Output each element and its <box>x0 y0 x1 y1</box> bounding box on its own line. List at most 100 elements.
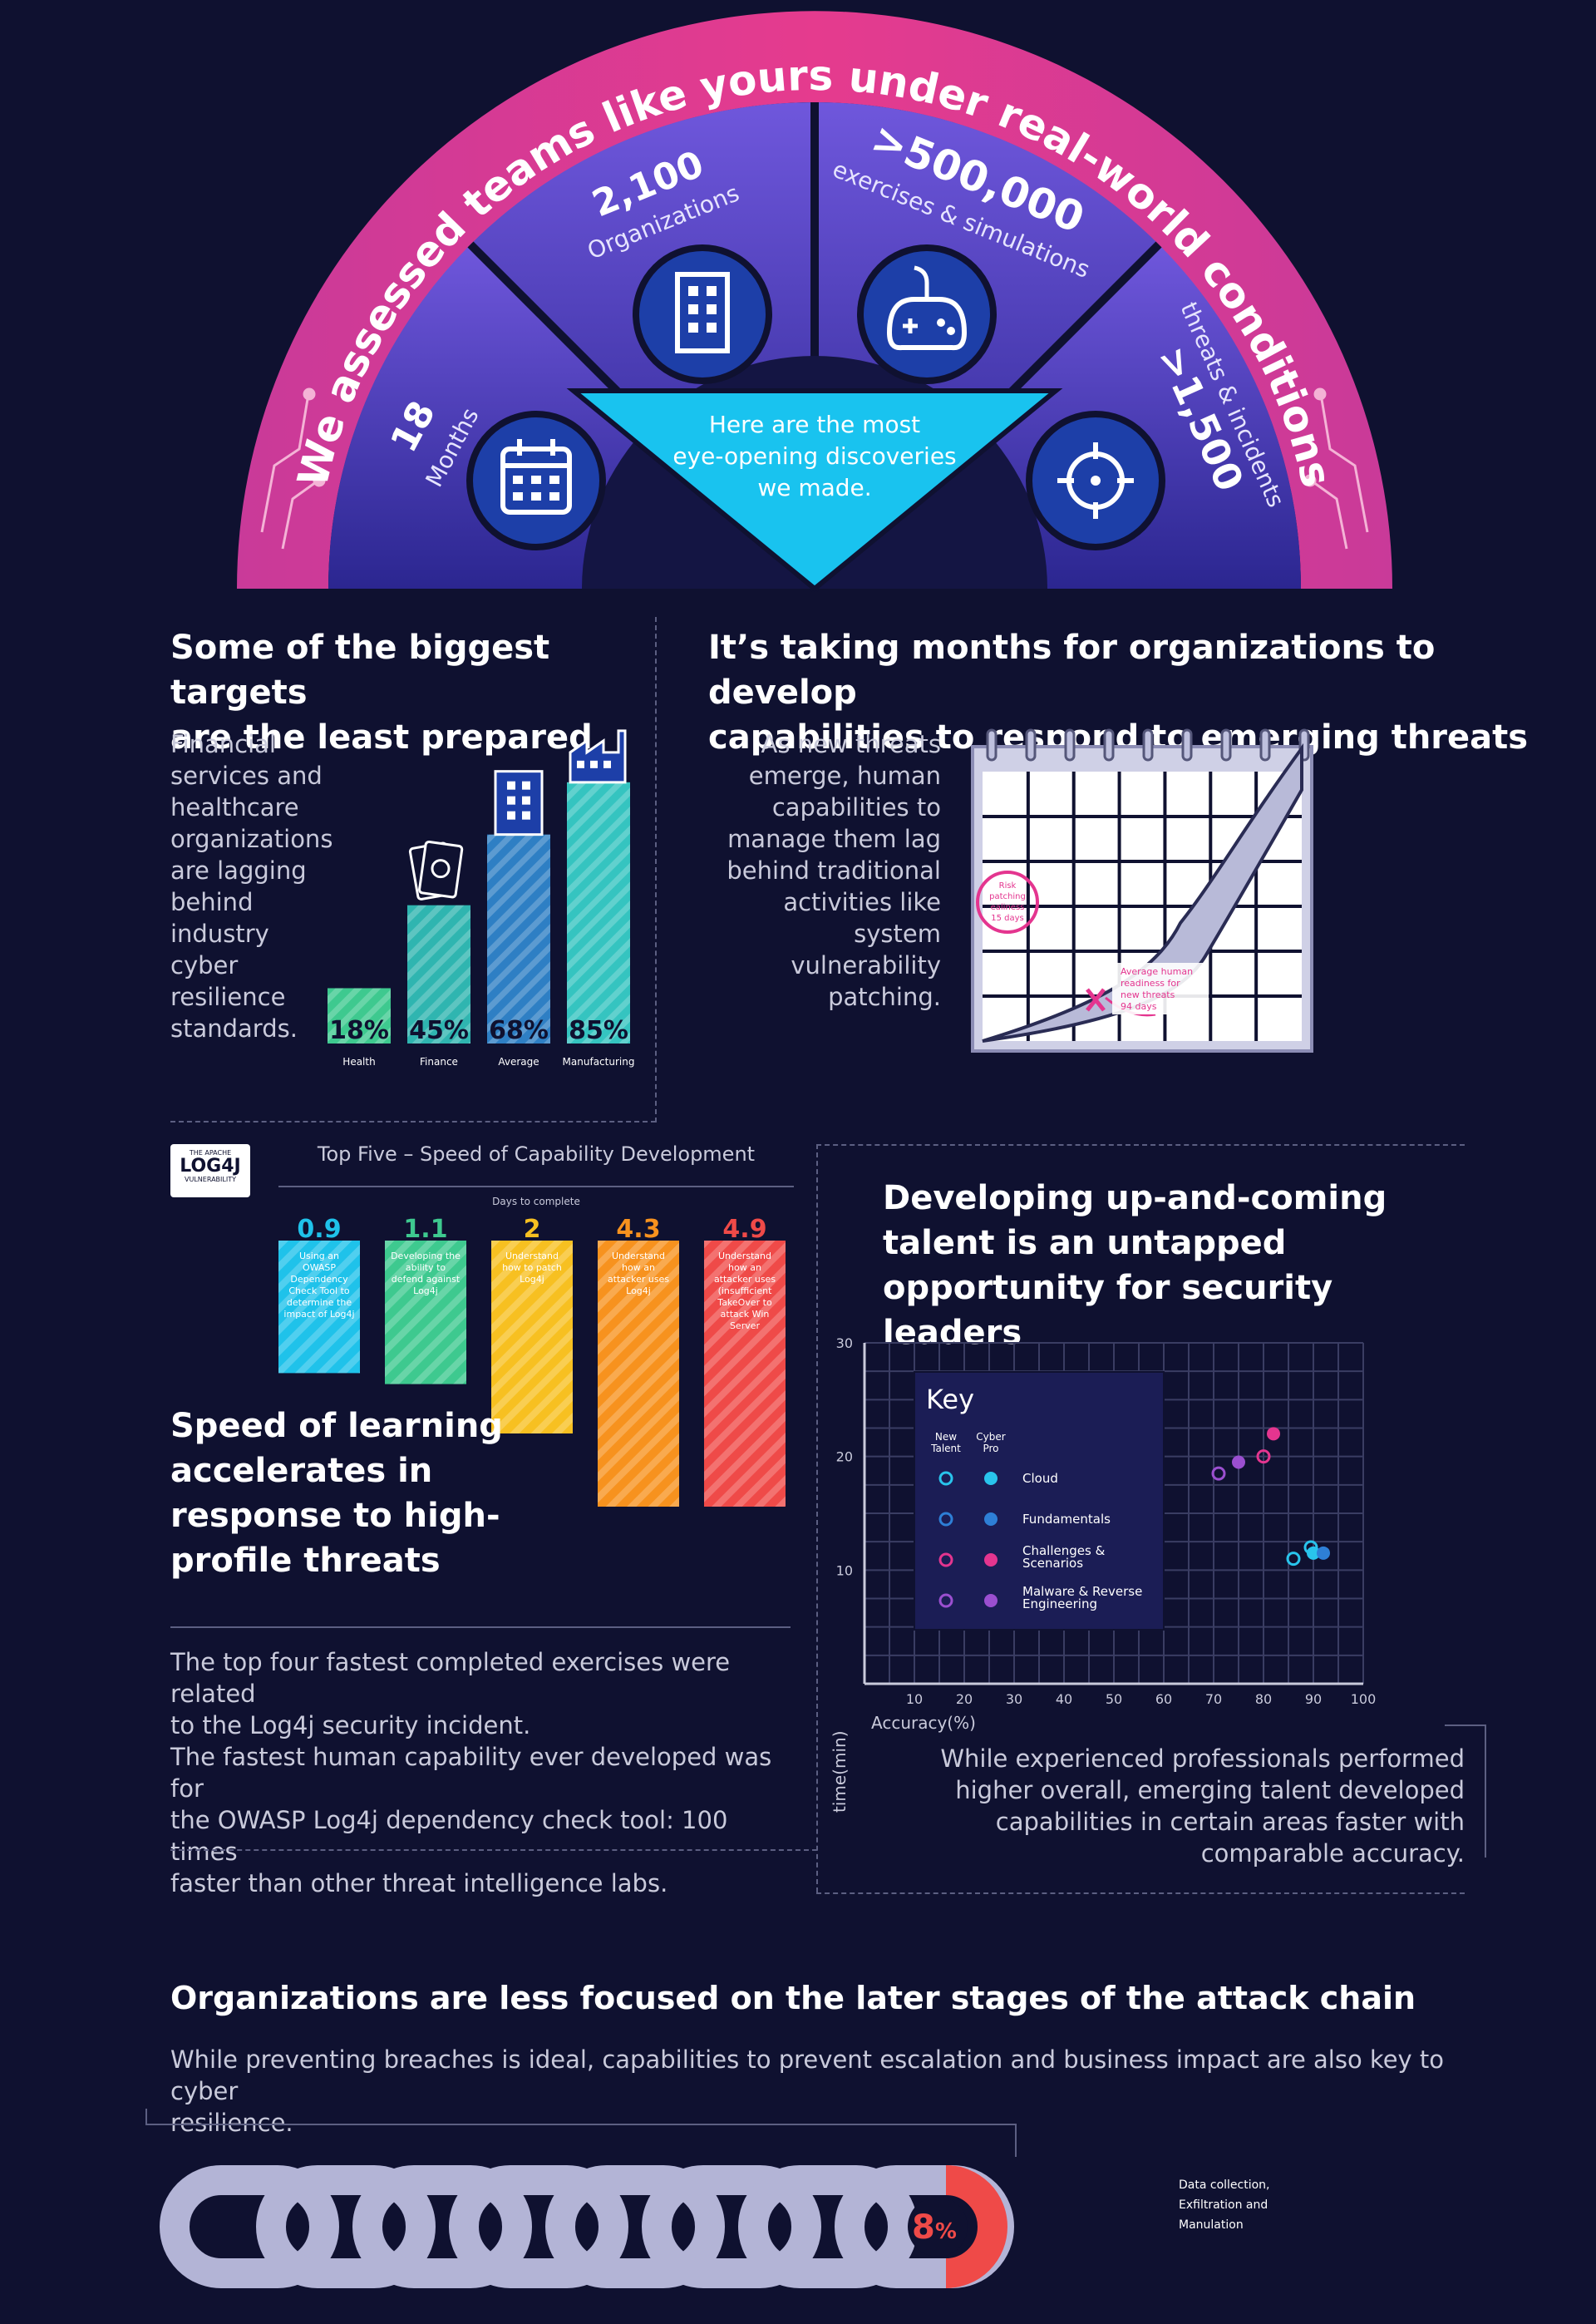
log4j-bar <box>278 1241 360 1374</box>
x-tick-label: 60 <box>1155 1691 1172 1707</box>
gamepad-icon <box>857 244 997 384</box>
desc-line: behind <box>170 888 254 916</box>
caption-line: comparable accuracy. <box>1200 1839 1465 1868</box>
log4j-bar-description: TakeOver to <box>717 1297 772 1308</box>
factory-icon <box>569 729 627 784</box>
money-icon <box>408 840 464 900</box>
desc-line: resilience <box>170 983 286 1011</box>
log4j-heading-line: response to high- <box>170 1497 500 1535</box>
chain-link <box>160 2165 339 2288</box>
x-tick-label: 90 <box>1305 1691 1322 1707</box>
scatter-point <box>1232 1455 1245 1469</box>
desc-line: industry <box>170 920 269 948</box>
body-line: to the Log4j security incident. <box>170 1711 531 1739</box>
bar-value-label: 68% <box>489 1016 549 1045</box>
log4j-bar-description: attacker uses <box>714 1274 776 1285</box>
svg-text:Risk: Risk <box>999 881 1017 891</box>
discoveries-text-2: eye-opening discoveries <box>672 442 956 470</box>
key-item-label: Fundamentals <box>1022 1512 1111 1527</box>
chain-description: While preventing breaches is ideal, capa… <box>170 2044 1500 2139</box>
bar-manufacturing <box>567 782 630 1044</box>
calendar-ring <box>1064 728 1076 762</box>
targets-bar-chart: 18% Health 45% Finance 68% Average 85% Manufact… <box>328 729 635 1068</box>
key-marker-new <box>938 1512 953 1527</box>
months-description: As new threats emerge, human capabilitie… <box>692 728 941 1013</box>
logo-line: THE APACHE <box>189 1149 232 1157</box>
desc-line: resilience. <box>170 2109 293 2137</box>
building-icon <box>633 244 772 384</box>
log4j-bar <box>491 1241 573 1433</box>
chain-title: Organizations are less focused on the la… <box>170 1980 1416 2016</box>
desc-line: services and <box>170 762 323 790</box>
chain-link <box>352 2165 532 2288</box>
log4j-bar-value: 4.3 <box>616 1215 660 1244</box>
desc-line: While preventing breaches is ideal, capa… <box>170 2045 1445 2105</box>
bar-category-label: Manufacturing <box>563 1056 635 1068</box>
log4j-heading-line: Speed of learning <box>170 1407 503 1445</box>
key-col-pro: Cyber <box>976 1431 1005 1443</box>
log4j-bar-value: 1.1 <box>403 1215 447 1244</box>
log4j-bar-description: Dependency <box>290 1274 348 1285</box>
key-item-label: Challenges & <box>1022 1543 1106 1558</box>
log4j-bar <box>704 1241 786 1507</box>
desc-line: As new threats <box>761 730 941 758</box>
logo-line: VULNERABILITY <box>185 1176 236 1183</box>
chain-link <box>642 2165 821 2288</box>
log4j-bar-description: Log4j <box>520 1274 544 1285</box>
x-tick-label: 20 <box>956 1691 973 1707</box>
chain-link <box>545 2165 725 2288</box>
calendar-ring <box>1103 728 1115 762</box>
log4j-bar-description: attacker uses <box>608 1274 669 1285</box>
log4j-bar-description: Server <box>730 1320 761 1331</box>
log4j-bar-value: 4.9 <box>722 1215 766 1244</box>
months-title-line: It’s taking months for organizations to … <box>708 629 1436 712</box>
log4j-bar-value: 2 <box>524 1215 541 1244</box>
caption-line: capabilities in certain areas faster wit… <box>995 1808 1465 1836</box>
key-item-label: Malware & Reverse <box>1022 1584 1142 1599</box>
log4j-axis-label: Days to complete <box>492 1196 580 1207</box>
log4j-bar-description: Understand <box>612 1251 665 1261</box>
desc-line: organizations <box>170 825 333 853</box>
circuit-lines <box>260 387 1369 550</box>
x-tick-label: 40 <box>1056 1691 1072 1707</box>
x-tick-label: 80 <box>1255 1691 1272 1707</box>
desc-line: patching. <box>828 983 941 1011</box>
hero-arc-graphic: We assessed teams like yours under real-… <box>237 11 1392 592</box>
caption-line: higher overall, emerging talent develope… <box>955 1776 1465 1804</box>
svg-text:new threats: new threats <box>1121 989 1175 1000</box>
desc-line: standards. <box>170 1014 298 1043</box>
percent-badge <box>908 2197 968 2257</box>
desc-line: capabilities to <box>771 793 941 822</box>
calendar-icon <box>466 411 606 550</box>
discoveries-triangle <box>566 388 1063 592</box>
key-col-new: New <box>935 1431 957 1443</box>
key-col-new: Talent <box>930 1443 961 1454</box>
key-marker-pro <box>984 1512 998 1526</box>
key-item-label: Engineering <box>1022 1596 1097 1611</box>
key-title: Key <box>926 1384 974 1415</box>
stage-label-line: Data collection, <box>1179 2178 1270 2192</box>
x-tick-label: 70 <box>1205 1691 1222 1707</box>
targets-title-line: are the least prepared <box>170 718 593 757</box>
log4j-bar-description: determine the <box>287 1297 352 1308</box>
key-item-label: Scenarios <box>1022 1556 1083 1571</box>
log4j-bar-description: Check Tool to <box>288 1285 350 1296</box>
key-marker-new <box>938 1593 953 1608</box>
x-tick-label: 100 <box>1351 1691 1377 1707</box>
key-col-pro: Pro <box>983 1443 998 1454</box>
talent-title-line: Developing up-and-coming <box>883 1179 1387 1217</box>
bar-finance <box>407 905 470 1044</box>
desc-line: behind traditional <box>727 856 941 885</box>
log4j-bar-description: Understand <box>718 1251 771 1261</box>
scatter-point <box>1211 1466 1226 1481</box>
targets-description: Financial services and healthcare organi… <box>170 728 345 1044</box>
log4j-bar-description: Log4j <box>626 1285 651 1296</box>
svg-text:readiness for: readiness for <box>1121 978 1180 989</box>
log4j-heading-line: profile threats <box>170 1542 441 1580</box>
bar-category-label: Health <box>342 1056 375 1068</box>
key-item-label: Cloud <box>1022 1471 1058 1486</box>
desc-line: healthcare <box>170 793 299 822</box>
svg-text:15 days: 15 days <box>991 914 1024 923</box>
x-tick-label: 50 <box>1106 1691 1122 1707</box>
